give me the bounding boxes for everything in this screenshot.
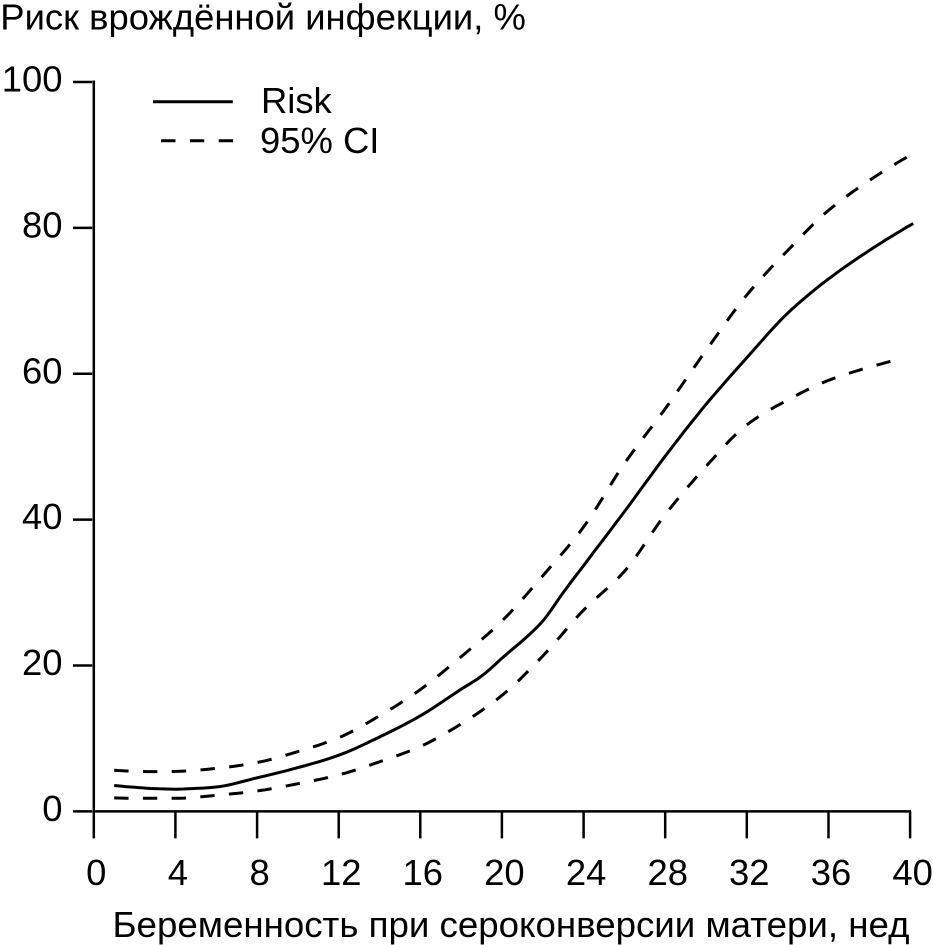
svg-text:16: 16 [403,852,443,893]
svg-text:36: 36 [811,852,851,893]
svg-text:20: 20 [22,642,62,683]
svg-text:100: 100 [2,59,63,100]
svg-text:0: 0 [86,852,106,893]
svg-text:80: 80 [22,204,62,245]
svg-text:60: 60 [22,350,62,391]
svg-text:0: 0 [42,788,62,829]
svg-text:40: 40 [22,496,62,537]
svg-text:Risk: Risk [261,80,333,121]
svg-text:24: 24 [566,852,606,893]
svg-text:95% CI: 95% CI [260,120,379,161]
svg-text:4: 4 [168,852,188,893]
svg-text:20: 20 [484,852,524,893]
svg-text:8: 8 [249,852,269,893]
svg-text:Беременность при сероконверсии: Беременность при сероконверсии матери, н… [113,904,910,945]
svg-text:32: 32 [729,852,769,893]
svg-text:28: 28 [647,852,687,893]
svg-text:40: 40 [892,852,932,893]
svg-text:Риск врождённой инфекции, %: Риск врождённой инфекции, % [0,0,526,37]
svg-text:12: 12 [321,852,361,893]
